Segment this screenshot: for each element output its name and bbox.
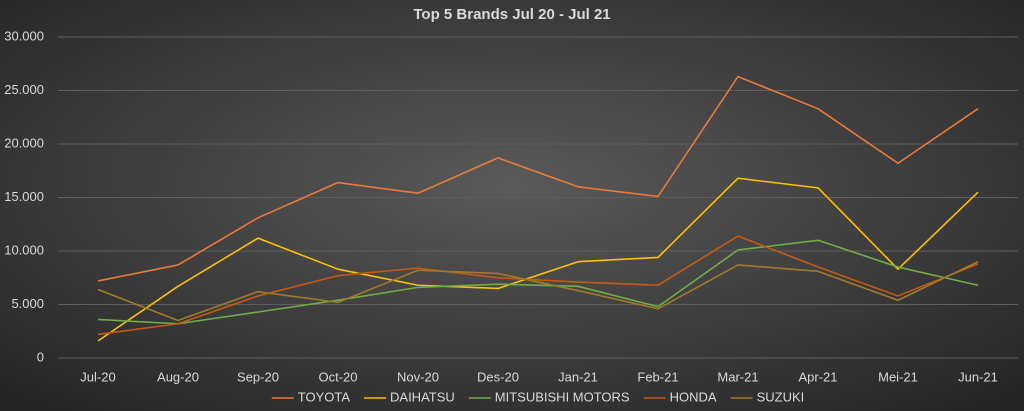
legend: TOYOTA DAIHATSU MITSUBISHI MOTORS HONDA SUZU… — [271, 389, 805, 404]
legend-label: HONDA — [670, 389, 717, 404]
y-tick-label: 25.000 — [4, 82, 44, 97]
legend-label: MITSUBISHI MOTORS — [495, 389, 630, 404]
y-tick-label: 15.000 — [4, 189, 44, 204]
x-tick-label: Sep-20 — [237, 369, 279, 384]
legend-label: TOYOTA — [298, 389, 351, 404]
x-tick-label: Mar-21 — [717, 369, 758, 384]
series-line — [97, 235, 979, 336]
legend-label: DAIHATSU — [390, 389, 455, 404]
y-tick-label: 20.000 — [4, 135, 44, 150]
y-tick-label: 5.000 — [11, 296, 44, 311]
x-tick-label: Oct-20 — [318, 369, 357, 384]
x-tick-label: Jun-21 — [958, 369, 998, 384]
legend-label: SUZUKI — [757, 389, 805, 404]
x-tick-label: Mei-21 — [878, 369, 918, 384]
series-line — [97, 239, 979, 325]
x-tick-label: Jul-20 — [80, 369, 115, 384]
y-tick-label: 30.000 — [4, 28, 44, 43]
series-line — [97, 177, 979, 342]
x-tick-label: Aug-20 — [157, 369, 199, 384]
x-tick-label: Apr-21 — [798, 369, 837, 384]
series-line — [97, 75, 979, 282]
x-tick-label: Jan-21 — [558, 369, 598, 384]
x-tick-label: Feb-21 — [637, 369, 678, 384]
x-tick-label: Nov-20 — [397, 369, 439, 384]
series-line — [97, 260, 979, 322]
y-tick-label: 0 — [37, 349, 44, 364]
x-tick-label: Des-20 — [477, 369, 519, 384]
chart-title: Top 5 Brands Jul 20 - Jul 21 — [413, 6, 610, 23]
y-tick-label: 10.000 — [4, 242, 44, 257]
